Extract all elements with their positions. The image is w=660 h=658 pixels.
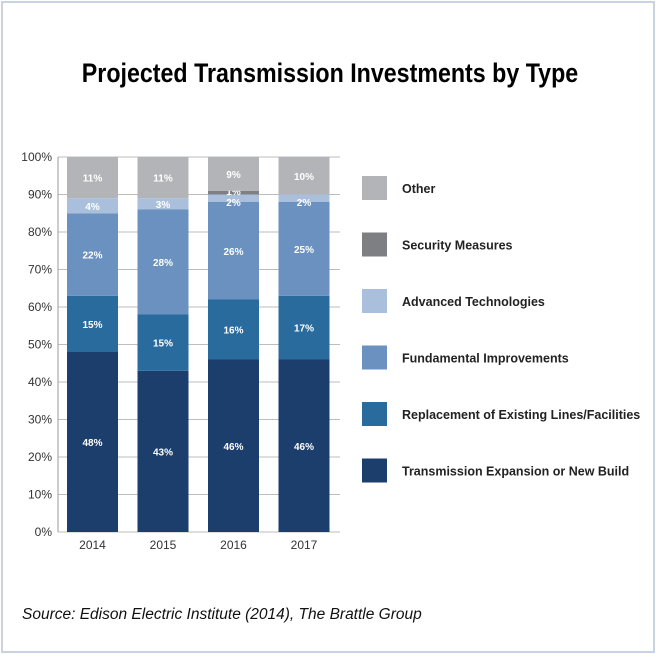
- x-tick-label: 2017: [291, 538, 318, 552]
- x-tick-label: 2015: [150, 538, 177, 552]
- x-tick-label: 2014: [79, 538, 106, 552]
- bar-segment: [67, 352, 118, 532]
- bar-segment: [208, 359, 259, 532]
- y-tick-label: 80%: [28, 225, 52, 239]
- legend-swatch: [362, 232, 387, 257]
- y-tick-label: 20%: [28, 450, 52, 464]
- data-label: 28%: [153, 258, 173, 269]
- y-tick-label: 100%: [21, 150, 52, 164]
- data-label: 4%: [85, 202, 100, 213]
- bar-segment: [278, 359, 330, 532]
- legend-label: Fundamental Improvements: [402, 352, 569, 366]
- chart-title: Projected Transmission Investments by Ty…: [81, 58, 579, 88]
- bar-segment: [208, 190, 259, 195]
- y-tick-label: 40%: [28, 375, 52, 389]
- data-label: 16%: [223, 326, 243, 337]
- bar-segment: [278, 295, 330, 360]
- y-tick-label: 60%: [28, 300, 52, 314]
- legend-label: Advanced Technologies: [402, 295, 545, 309]
- data-label: 15%: [153, 339, 173, 350]
- bar-segment: [208, 194, 259, 202]
- bar-segment: [278, 157, 330, 195]
- bar-segment: [137, 370, 189, 532]
- source-note: Source: Edison Electric Institute (2014)…: [22, 606, 422, 623]
- y-tick-label: 30%: [28, 413, 52, 427]
- y-tick-label: 10%: [28, 488, 52, 502]
- bar-segment: [208, 299, 259, 360]
- data-label: 46%: [294, 442, 314, 453]
- y-tick-label: 70%: [28, 263, 52, 277]
- data-label: 11%: [83, 174, 103, 185]
- y-tick-label: 90%: [28, 188, 52, 202]
- bar-segment: [137, 314, 189, 371]
- legend-swatch: [362, 176, 387, 200]
- data-label: 15%: [82, 320, 102, 331]
- bar-segment: [278, 194, 330, 202]
- legend-swatch: [362, 458, 387, 483]
- bar-segment: [67, 213, 118, 296]
- legend-label: Replacement of Existing Lines/Facilities: [402, 408, 640, 422]
- data-label: 22%: [82, 251, 102, 262]
- data-label: 10%: [294, 172, 314, 183]
- data-label: 43%: [153, 447, 173, 458]
- data-label: 3%: [156, 200, 171, 211]
- bar-segment: [208, 157, 259, 191]
- data-label: 48%: [82, 438, 102, 449]
- legend-label: Transmission Expansion or New Build: [402, 465, 629, 479]
- stacked-bar-chart: 0% 10% 20% 30% 40% 50% 60% 70% 80% 90% 100% 48% 15% 2…: [21, 150, 640, 552]
- legend-label: Security Measures: [402, 239, 513, 253]
- bar-segment: [67, 198, 118, 214]
- x-tick-label: 2016: [220, 538, 247, 552]
- legend-swatch: [362, 289, 387, 313]
- bar-segment: [67, 295, 118, 352]
- data-label: 2%: [297, 198, 312, 209]
- data-label: 26%: [223, 247, 243, 258]
- bar-segment: [137, 209, 189, 315]
- data-label: 11%: [153, 174, 173, 185]
- y-tick-label: 0%: [35, 525, 53, 539]
- data-label: 46%: [223, 442, 243, 453]
- bar-segment: [67, 157, 118, 199]
- data-label: 17%: [294, 324, 314, 335]
- bar-segment: [278, 202, 330, 296]
- legend-label: Other: [402, 182, 435, 196]
- data-label: 25%: [294, 245, 314, 256]
- y-tick-label: 50%: [28, 338, 52, 352]
- data-label: 2%: [226, 198, 241, 209]
- bar-segment: [137, 198, 189, 210]
- bar-segment: [208, 202, 259, 300]
- data-label: 9%: [226, 170, 241, 181]
- legend-swatch: [362, 402, 387, 426]
- data-label: 1%: [226, 187, 241, 198]
- bar-segment: [137, 157, 189, 199]
- legend-swatch: [362, 345, 387, 370]
